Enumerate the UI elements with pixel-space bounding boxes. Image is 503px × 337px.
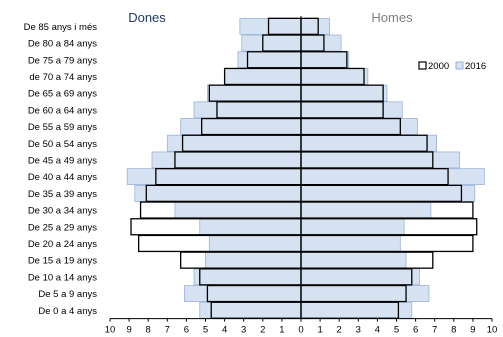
bar-2016-men — [300, 301, 413, 319]
age-group-label: De 55 a 59 anys — [28, 122, 97, 133]
bar-2016-women — [208, 235, 302, 252]
x-tick-label: 2 — [337, 325, 342, 336]
bar-2016-men — [300, 235, 401, 252]
bar-2016-women — [193, 268, 302, 286]
x-tick-labels: 10 9 8 7 6 5 4 3 2 1 0 1 2 3 4 5 6 7 8 9 10 — [105, 325, 498, 336]
x-tick-label: 8 — [451, 325, 456, 336]
bar-2016-men — [300, 251, 407, 269]
bar-2016-women — [126, 168, 302, 186]
bar-2016-women — [180, 118, 302, 135]
bar-2016-women — [193, 101, 302, 119]
bar-2016-women — [199, 301, 302, 319]
age-group-label: de 70 a 74 anys — [29, 72, 97, 83]
age-group-label: De 80 a 84 anys — [28, 39, 97, 50]
bar-2016-men — [300, 285, 430, 302]
bar-2016-men — [300, 34, 342, 52]
bar-2016-women — [241, 34, 302, 52]
age-group-label: De 85 anys i més — [24, 22, 98, 33]
bar-2016-men — [300, 134, 438, 152]
x-tick-label: 2 — [260, 325, 265, 336]
x-tick-label: 6 — [184, 325, 189, 336]
x-tick-label: 4 — [222, 325, 227, 336]
bar-2016-men — [300, 218, 405, 236]
age-group-label: De 35 a 39 anys — [28, 189, 97, 200]
bar-2016-women — [174, 201, 302, 219]
bar-2016-men — [300, 68, 369, 85]
axes — [109, 16, 493, 322]
x-tick-label: 9 — [126, 325, 131, 336]
legend-label-2016: 2016 — [465, 61, 486, 72]
x-tick-label: 4 — [375, 325, 380, 336]
x-tick-label: 10 — [487, 325, 498, 336]
x-tick-label: 7 — [432, 325, 437, 336]
age-group-label: De 60 a 64 anys — [28, 105, 97, 116]
bar-2016-men — [300, 184, 476, 202]
age-group-label: De 15 a 19 anys — [28, 256, 97, 267]
x-tick-label: 5 — [394, 325, 399, 336]
age-group-label: De 65 a 69 anys — [28, 89, 97, 100]
bar-2016-men — [300, 201, 432, 219]
age-group-label: De 45 a 49 anys — [28, 155, 97, 166]
age-group-label: De 75 a 79 anys — [28, 55, 97, 66]
bar-2016-men — [300, 51, 350, 69]
bar-2016-women — [205, 251, 302, 269]
women-side-label: Dones — [128, 10, 166, 25]
age-group-label: De 20 a 24 anys — [28, 239, 97, 250]
bar-2016-women — [184, 285, 302, 302]
x-tick-label: 1 — [317, 325, 322, 336]
bar-2016-men — [300, 151, 460, 169]
men-side-label: Homes — [371, 10, 413, 25]
x-tick-label: 1 — [279, 325, 284, 336]
age-group-labels: De 85 anys i més De 80 a 84 anys De 75 a 7… — [24, 22, 98, 317]
bar-2016-men — [300, 168, 485, 186]
age-group-label: De 50 a 54 anys — [28, 139, 97, 150]
bar-2016-women — [166, 134, 302, 152]
age-group-label: De 25 a 29 anys — [28, 222, 97, 233]
age-group-label: De 10 a 14 anys — [28, 272, 97, 283]
bar-2016-men — [300, 101, 403, 119]
x-tick-label: 3 — [356, 325, 361, 336]
legend-label-2000: 2000 — [428, 61, 449, 72]
x-tick-label: 8 — [146, 325, 151, 336]
age-group-label: De 5 a 9 anys — [38, 289, 97, 300]
bar-2016-women — [239, 17, 302, 35]
x-tick-label: 9 — [470, 325, 475, 336]
x-tick-label: 5 — [203, 325, 208, 336]
bar-2016-men — [300, 17, 331, 35]
x-tick-label: 10 — [105, 325, 116, 336]
bar-2016-men — [300, 268, 420, 286]
age-group-label: De 0 a 4 anys — [38, 306, 97, 317]
legend-swatch-2016 — [455, 61, 464, 70]
age-group-label: De 30 a 34 anys — [28, 206, 97, 217]
x-tick-label: 3 — [241, 325, 246, 336]
x-tick-label: 6 — [413, 325, 418, 336]
legend-swatch-2000 — [418, 61, 427, 70]
age-group-label: De 40 a 44 anys — [28, 172, 97, 183]
legend: 2000 2016 — [418, 61, 486, 72]
x-tick-label: 7 — [165, 325, 170, 336]
bar-2016-men — [300, 84, 388, 102]
bar-2016-women — [207, 84, 302, 102]
bar-2016-women — [224, 68, 302, 85]
x-tick-label: 0 — [298, 325, 303, 336]
bar-2016-women — [134, 184, 302, 202]
bar-2016-women — [199, 218, 302, 236]
